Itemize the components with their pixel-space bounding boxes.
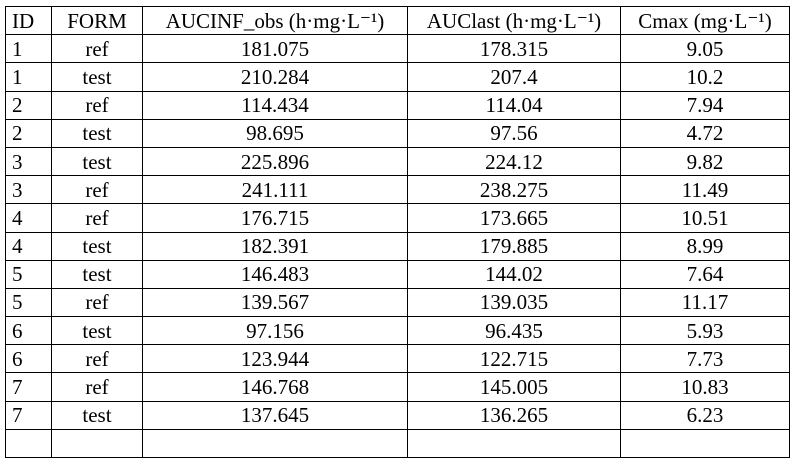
cell-id: 5 [5, 287, 52, 318]
table-row: 5 ref 139.567 139.035 11.17 [5, 287, 790, 318]
cell-form: test [51, 316, 143, 346]
cell-auclast: 178.315 [407, 34, 621, 64]
column-header-cmax: Cmax (mg·L⁻¹) [620, 5, 790, 36]
cell-cmax: 4.72 [620, 118, 790, 148]
cell-aucinf-obs: 98.695 [142, 118, 408, 148]
table-row-cutoff [5, 428, 790, 458]
cell-form: test [51, 146, 143, 177]
cell-cmax: 10.2 [620, 62, 790, 92]
cell-aucinf-obs: 210.284 [142, 62, 408, 92]
cell-aucinf-obs: 225.896 [142, 146, 408, 177]
cell-id: 1 [5, 34, 52, 64]
cell-aucinf-obs: 181.075 [142, 34, 408, 64]
cell-id: 1 [5, 62, 52, 92]
cell-form: ref [51, 34, 143, 64]
cell-auclast: 114.04 [407, 90, 621, 120]
cell-empty [5, 428, 52, 458]
cell-cmax: 7.94 [620, 90, 790, 120]
cell-aucinf-obs: 137.645 [142, 400, 408, 430]
cell-auclast: 136.265 [407, 400, 621, 430]
header-row: ID FORM AUCINF_obs (h·mg·L⁻¹) AUClast (h·mg… [5, 5, 790, 36]
column-header-auclast: AUClast (h·mg·L⁻¹) [407, 5, 621, 36]
table-row: 5 test 146.483 144.02 7.64 [5, 259, 790, 289]
cell-id: 2 [5, 90, 52, 120]
cell-cmax: 11.49 [620, 175, 790, 205]
table-row: 2 test 98.695 97.56 4.72 [5, 118, 790, 148]
cell-aucinf-obs: 182.391 [142, 231, 408, 261]
cell-empty [407, 428, 621, 458]
cell-cmax: 7.73 [620, 344, 790, 374]
table-row: 3 test 225.896 224.12 9.82 [5, 146, 790, 177]
cell-id: 4 [5, 203, 52, 233]
cell-empty [620, 428, 790, 458]
cell-form: test [51, 400, 143, 430]
cell-form: test [51, 62, 143, 92]
table-row: 7 ref 146.768 145.005 10.83 [5, 372, 790, 402]
cell-auclast: 179.885 [407, 231, 621, 261]
cell-auclast: 139.035 [407, 287, 621, 318]
cell-cmax: 5.93 [620, 316, 790, 346]
cell-auclast: 144.02 [407, 259, 621, 289]
cell-id: 7 [5, 372, 52, 402]
cell-id: 5 [5, 259, 52, 289]
cell-aucinf-obs: 146.768 [142, 372, 408, 402]
cell-empty [51, 428, 143, 458]
table-row: 7 test 137.645 136.265 6.23 [5, 400, 790, 430]
table-row: 1 test 210.284 207.4 10.2 [5, 62, 790, 92]
cell-form: ref [51, 372, 143, 402]
cell-cmax: 6.23 [620, 400, 790, 430]
table-row: 1 ref 181.075 178.315 9.05 [5, 34, 790, 64]
cell-id: 3 [5, 146, 52, 177]
cell-form: test [51, 118, 143, 148]
column-header-id: ID [5, 5, 52, 36]
cell-auclast: 97.56 [407, 118, 621, 148]
cell-form: test [51, 231, 143, 261]
cell-auclast: 207.4 [407, 62, 621, 92]
pk-results-table: ID FORM AUCINF_obs (h·mg·L⁻¹) AUClast (h·mg… [5, 5, 790, 458]
table-row: 2 ref 114.434 114.04 7.94 [5, 90, 790, 120]
cell-id: 7 [5, 400, 52, 430]
cell-aucinf-obs: 114.434 [142, 90, 408, 120]
cell-auclast: 238.275 [407, 175, 621, 205]
cell-auclast: 96.435 [407, 316, 621, 346]
cell-form: ref [51, 90, 143, 120]
cell-aucinf-obs: 139.567 [142, 287, 408, 318]
table-row: 4 test 182.391 179.885 8.99 [5, 231, 790, 261]
cell-form: ref [51, 175, 143, 205]
cell-aucinf-obs: 176.715 [142, 203, 408, 233]
cell-id: 6 [5, 344, 52, 374]
cell-aucinf-obs: 146.483 [142, 259, 408, 289]
cell-cmax: 8.99 [620, 231, 790, 261]
cell-cmax: 9.82 [620, 146, 790, 177]
table-row: 3 ref 241.111 238.275 11.49 [5, 175, 790, 205]
cell-cmax: 7.64 [620, 259, 790, 289]
cell-aucinf-obs: 123.944 [142, 344, 408, 374]
cell-cmax: 10.51 [620, 203, 790, 233]
cell-auclast: 145.005 [407, 372, 621, 402]
cell-id: 2 [5, 118, 52, 148]
cell-aucinf-obs: 97.156 [142, 316, 408, 346]
column-header-form: FORM [51, 5, 143, 36]
cell-cmax: 11.17 [620, 287, 790, 318]
cell-id: 6 [5, 316, 52, 346]
cell-cmax: 10.83 [620, 372, 790, 402]
cell-auclast: 122.715 [407, 344, 621, 374]
cell-cmax: 9.05 [620, 34, 790, 64]
table-row: 4 ref 176.715 173.665 10.51 [5, 203, 790, 233]
cell-form: ref [51, 344, 143, 374]
cell-auclast: 224.12 [407, 146, 621, 177]
cell-id: 3 [5, 175, 52, 205]
cell-id: 4 [5, 231, 52, 261]
cell-empty [142, 428, 408, 458]
cell-form: test [51, 259, 143, 289]
cell-aucinf-obs: 241.111 [142, 175, 408, 205]
table-row: 6 ref 123.944 122.715 7.73 [5, 344, 790, 374]
cell-form: ref [51, 287, 143, 318]
table-row: 6 test 97.156 96.435 5.93 [5, 316, 790, 346]
cell-form: ref [51, 203, 143, 233]
cell-auclast: 173.665 [407, 203, 621, 233]
column-header-aucinf-obs: AUCINF_obs (h·mg·L⁻¹) [142, 5, 408, 36]
